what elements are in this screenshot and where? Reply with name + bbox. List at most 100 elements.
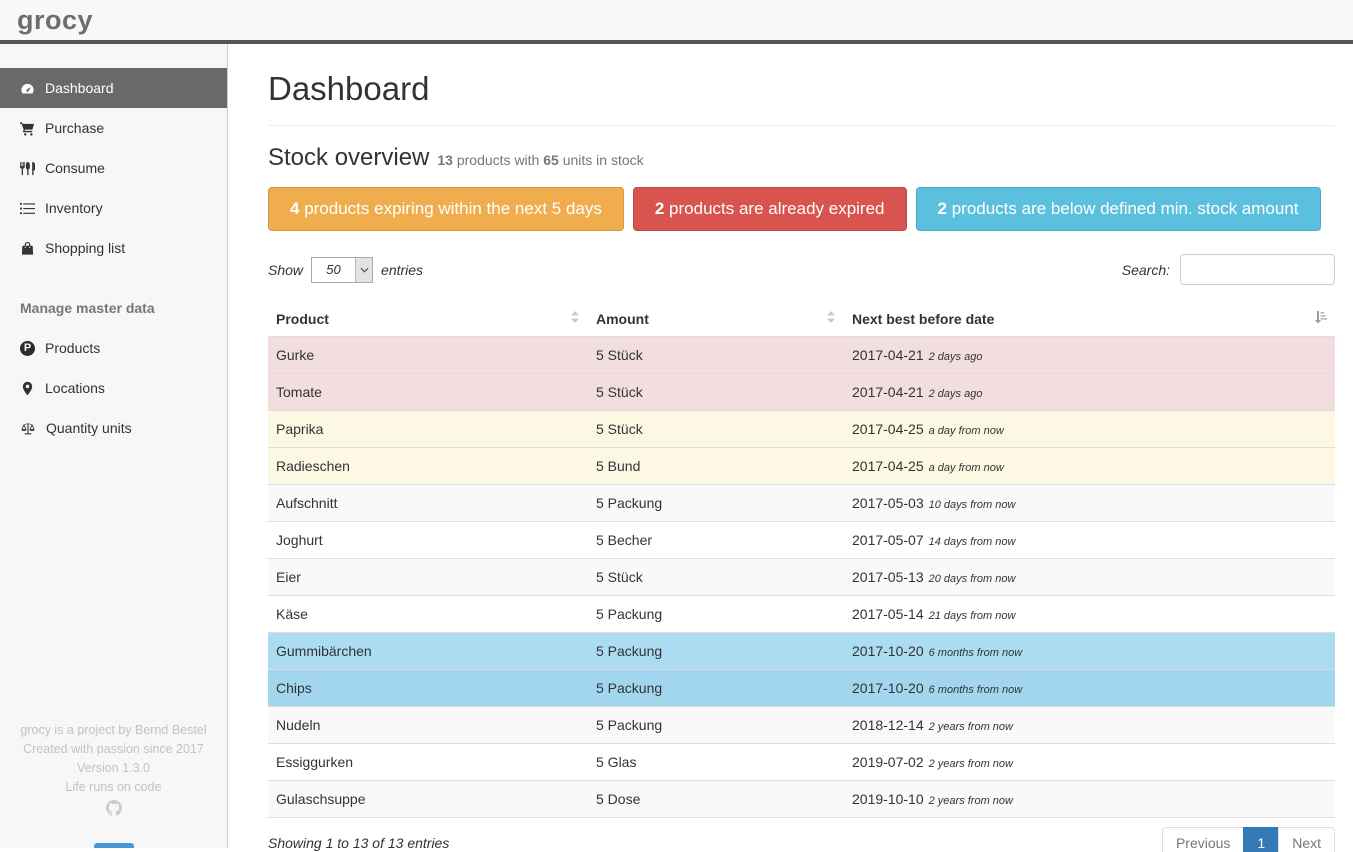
date-value: 2018-12-14 bbox=[852, 717, 924, 733]
date-cell: 2017-04-21 2 days ago bbox=[844, 336, 1335, 374]
github-icon[interactable] bbox=[105, 800, 122, 822]
table-row: Käse 5 Packung 2017-05-14 21 days from now bbox=[268, 595, 1335, 633]
list-icon bbox=[20, 202, 35, 214]
table-header-row: Product Amount Next best before date bbox=[268, 301, 1335, 337]
table-footer: Showing 1 to 13 of 13 entries Previous 1… bbox=[268, 827, 1335, 852]
sidebar-footer: grocy is a project by Bernd Bestel Creat… bbox=[0, 721, 227, 822]
sidebar-item-consume[interactable]: Consume bbox=[0, 148, 227, 188]
product-cell: Nudeln bbox=[268, 706, 588, 744]
amount-cell: 5 Glas bbox=[588, 743, 844, 781]
app-logo[interactable]: grocy bbox=[17, 4, 94, 35]
date-value: 2017-10-20 bbox=[852, 643, 924, 659]
timeago-text: 2 years from now bbox=[928, 721, 1013, 733]
date-value: 2017-10-20 bbox=[852, 680, 924, 696]
table-row: Nudeln 5 Packung 2018-12-14 2 years from no… bbox=[268, 706, 1335, 744]
table-row: Gulaschsuppe 5 Dose 2019-10-10 2 years from… bbox=[268, 780, 1335, 818]
table-row: Gummibärchen 5 Packung 2017-10-20 6 months … bbox=[268, 632, 1335, 670]
partially-visible-element bbox=[93, 843, 134, 848]
below-min-stock-button[interactable]: 2 products are below defined min. stock … bbox=[915, 187, 1321, 231]
amount-cell: 5 Stück bbox=[588, 410, 844, 448]
timeago-text: a day from now bbox=[928, 462, 1004, 474]
sort-icon bbox=[826, 310, 836, 327]
product-cell: Gulaschsuppe bbox=[268, 780, 588, 818]
column-header-next-best-before-date[interactable]: Next best before date bbox=[844, 301, 1335, 337]
stock-overview-summary: 13 products with 65 units in stock bbox=[437, 152, 644, 168]
sidebar-item-dashboard[interactable]: Dashboard bbox=[0, 68, 227, 108]
date-cell: 2017-05-14 21 days from now bbox=[844, 595, 1335, 633]
column-header-product[interactable]: Product bbox=[268, 301, 588, 337]
product-cell: Aufschnitt bbox=[268, 484, 588, 522]
table-info: Showing 1 to 13 of 13 entries bbox=[268, 835, 450, 851]
product-cell: Gurke bbox=[268, 336, 588, 374]
sidebar-section-header: Manage master data bbox=[20, 300, 155, 316]
date-cell: 2017-04-25 a day from now bbox=[844, 447, 1335, 485]
amount-cell: 5 Stück bbox=[588, 336, 844, 374]
timeago-text: 2 days ago bbox=[928, 351, 983, 363]
utensils-icon bbox=[20, 161, 35, 175]
date-value: 2019-10-10 bbox=[852, 791, 924, 807]
main-content: Dashboard Stock overview 13 products wit… bbox=[228, 44, 1353, 852]
date-cell: 2017-10-20 6 months from now bbox=[844, 669, 1335, 707]
table-row: Radieschen 5 Bund 2017-04-25 a day from now bbox=[268, 447, 1335, 485]
date-cell: 2017-04-21 2 days ago bbox=[844, 373, 1335, 411]
date-cell: 2017-04-25 a day from now bbox=[844, 410, 1335, 448]
date-value: 2017-04-25 bbox=[852, 421, 924, 437]
shopping-cart-icon bbox=[20, 121, 35, 136]
amount-cell: 5 Stück bbox=[588, 373, 844, 411]
table-row: Gurke 5 Stück 2017-04-21 2 days ago bbox=[268, 336, 1335, 374]
expired-products-button[interactable]: 2 products are already expired bbox=[632, 187, 907, 231]
pagination-previous[interactable]: Previous bbox=[1161, 827, 1245, 852]
sidebar-item-label: Shopping list bbox=[45, 240, 126, 256]
amount-cell: 5 Packung bbox=[588, 595, 844, 633]
pagination-next[interactable]: Next bbox=[1278, 827, 1335, 852]
sidebar-item-label: Locations bbox=[45, 380, 105, 396]
amount-cell: 5 Becher bbox=[588, 521, 844, 559]
footer-line: grocy is a project by Bernd Bestel bbox=[20, 723, 207, 737]
sidebar: Dashboard Purchase Consume Inventory Sho… bbox=[0, 44, 228, 848]
table-row: Eier 5 Stück 2017-05-13 20 days from now bbox=[268, 558, 1335, 596]
sidebar-item-shopping-list[interactable]: Shopping list bbox=[0, 228, 227, 268]
pagination: Previous 1 Next bbox=[1161, 827, 1335, 852]
product-cell: Eier bbox=[268, 558, 588, 596]
entries-select[interactable]: 50 bbox=[311, 256, 374, 283]
timeago-text: a day from now bbox=[928, 425, 1004, 437]
product-cell: Gummibärchen bbox=[268, 632, 588, 670]
expiring-products-button[interactable]: 4 products expiring within the next 5 da… bbox=[268, 187, 624, 231]
date-value: 2017-04-25 bbox=[852, 458, 924, 474]
date-value: 2017-04-21 bbox=[852, 384, 924, 400]
date-value: 2017-05-07 bbox=[852, 532, 924, 548]
date-cell: 2017-10-20 6 months from now bbox=[844, 632, 1335, 670]
title-divider bbox=[268, 125, 1335, 126]
sidebar-item-locations[interactable]: Locations bbox=[0, 368, 227, 408]
amount-cell: 5 Packung bbox=[588, 484, 844, 522]
stock-overview-title: Stock overview bbox=[268, 144, 430, 171]
sidebar-item-purchase[interactable]: Purchase bbox=[0, 108, 227, 148]
date-cell: 2019-10-10 2 years from now bbox=[844, 780, 1335, 818]
balance-scale-icon bbox=[21, 422, 35, 434]
sidebar-item-label: Purchase bbox=[45, 120, 105, 136]
table-row: Joghurt 5 Becher 2017-05-07 14 days from no… bbox=[268, 521, 1335, 559]
table-row: Aufschnitt 5 Packung 2017-05-03 10 days fro… bbox=[268, 484, 1335, 522]
top-navbar: grocy bbox=[0, 0, 1353, 44]
product-cell: Joghurt bbox=[268, 521, 588, 559]
table-row: Chips 5 Packung 2017-10-20 6 months from no… bbox=[268, 669, 1335, 707]
sidebar-item-products[interactable]: P Products bbox=[0, 328, 227, 368]
column-header-amount[interactable]: Amount bbox=[588, 301, 844, 337]
timeago-text: 21 days from now bbox=[928, 610, 1016, 622]
sidebar-item-inventory[interactable]: Inventory bbox=[0, 188, 227, 228]
entries-select-value: 50 bbox=[326, 262, 341, 277]
timeago-text: 2 years from now bbox=[928, 758, 1013, 770]
date-cell: 2017-05-07 14 days from now bbox=[844, 521, 1335, 559]
shopping-bag-icon bbox=[21, 241, 34, 255]
sidebar-item-label: Dashboard bbox=[45, 80, 114, 96]
sidebar-item-quantity-units[interactable]: Quantity units bbox=[0, 408, 227, 448]
product-cell: Chips bbox=[268, 669, 588, 707]
product-p-icon: P bbox=[20, 340, 35, 356]
show-label: Show bbox=[268, 261, 304, 278]
table-row: Tomate 5 Stück 2017-04-21 2 days ago bbox=[268, 373, 1335, 411]
stock-overview-heading: Stock overview 13 products with 65 units… bbox=[268, 144, 1335, 172]
pagination-page-1[interactable]: 1 bbox=[1243, 827, 1280, 852]
search-input[interactable] bbox=[1180, 254, 1335, 285]
timeago-text: 10 days from now bbox=[928, 499, 1016, 511]
sidebar-item-label: Consume bbox=[45, 160, 105, 176]
